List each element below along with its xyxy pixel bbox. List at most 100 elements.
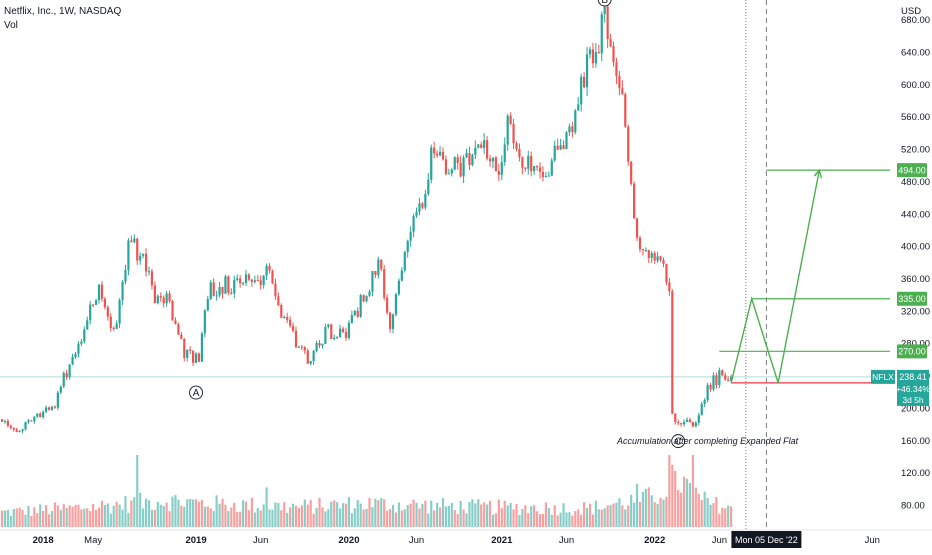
volume-bar [53,502,57,527]
candle-body [244,274,248,284]
candle-body [353,310,356,316]
volume-bar [641,491,645,527]
candle-body [530,155,533,172]
candle-body [682,421,686,425]
volume-bar [486,504,489,527]
candle-body [483,140,486,148]
volume-bar [656,503,659,527]
volume-bar [412,499,415,527]
candle-body [580,76,583,105]
volume-bar [394,512,398,527]
volume-bar [224,504,227,527]
candle-body [591,49,595,64]
price-badge-bg [897,344,927,359]
volume-bar [588,503,592,527]
volume-bar [406,504,409,527]
candle-body [577,104,580,111]
y-tick-label: 440.00 [901,209,930,220]
volume-bar [15,508,18,527]
projection-arrowhead [813,168,822,179]
candle-body [344,331,348,338]
candle-body [45,407,48,412]
candle-body [556,145,559,150]
candle-body [712,375,715,390]
candle-body [362,295,365,302]
candle-body [21,429,24,432]
candle-body [165,293,168,304]
volume-bar [174,495,177,527]
volume-bar [50,511,54,527]
volume-bar [377,500,380,527]
candle-body [350,315,353,323]
volume-bar [471,499,474,527]
candle-body [347,322,351,338]
volume-bar [691,455,694,527]
x-tick-label: Jun [559,535,574,546]
volume-bar [306,504,309,527]
candle-body [409,231,412,241]
candle-body [727,379,730,381]
volume-bar [221,498,224,527]
volume-bar [97,507,101,527]
wave-label-circle [597,0,612,7]
volume-bar [206,506,209,527]
volume-bar [265,487,268,527]
projection-path [730,169,821,384]
candle-body [97,284,101,301]
volume-bar [18,507,21,527]
candle-body [641,249,645,251]
candle-body [124,269,127,282]
volume-bar [615,502,618,527]
candle-body [662,260,665,264]
volume-bar [150,510,154,527]
volume-bar [383,499,386,527]
x-tick-label: 2020 [338,535,359,546]
candle-body [324,327,327,344]
volume-bar [197,501,201,527]
volume-bar [327,509,330,527]
volume-bar [662,499,665,527]
candle-body [462,157,465,177]
x-tick-label: Jun [253,535,268,546]
candle-body [459,162,462,177]
wave-label-b: B [597,0,612,7]
volume-bar [653,502,656,527]
volume-bar [324,511,327,527]
candle-body [715,375,718,386]
volume-bar [262,504,265,527]
candle-body [80,341,83,344]
volume-bar [177,499,180,527]
candle-body [156,296,159,304]
volume-bar [156,501,159,527]
volume-bar [521,508,524,527]
candle-body [527,155,530,169]
volume-bar [283,502,286,527]
candle-body [406,240,409,252]
candle-body [200,333,204,362]
candle-body [297,346,301,348]
volume-bar [706,498,709,527]
candle-body [150,271,154,286]
candle-body [638,237,642,250]
volume-bar [556,515,559,527]
volume-bar [574,511,577,527]
candle-body [436,153,439,156]
candle-body [133,238,136,243]
candle-body [718,370,721,386]
candle-body [42,411,45,418]
candle-body [315,343,318,351]
volume-bar [697,493,700,527]
volume-bar [674,470,677,527]
candle-body [388,312,392,329]
y-tick-label: 480.00 [901,177,930,188]
candle-body [47,407,51,410]
volume-bar [230,507,233,527]
volume-bar [559,512,562,527]
candle-body [512,123,515,144]
volume-bar [650,495,653,527]
volume-bar [6,509,9,527]
currency-label: USD [901,6,921,17]
volume-bar [465,513,468,527]
